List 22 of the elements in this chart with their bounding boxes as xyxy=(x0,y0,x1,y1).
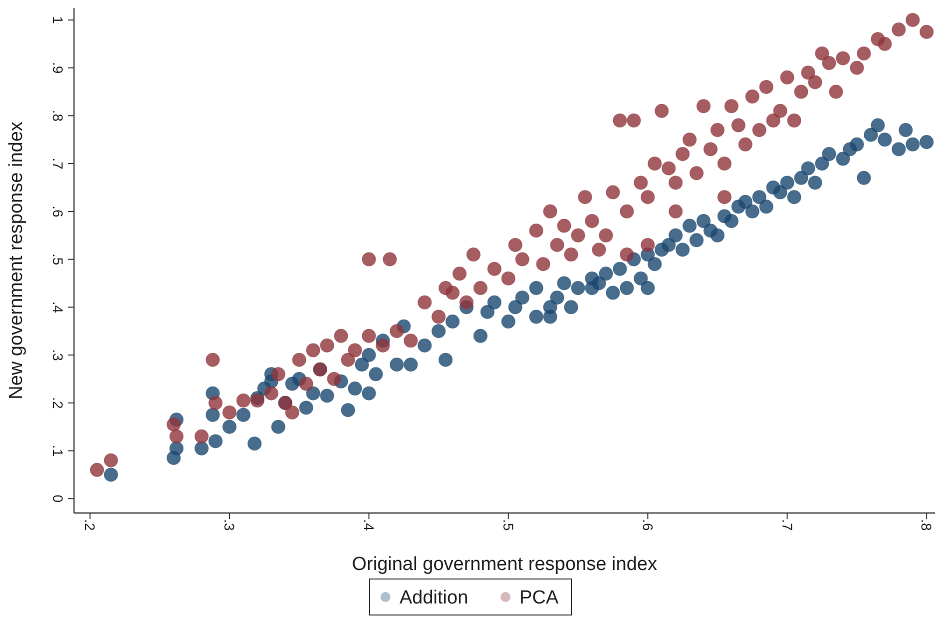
y-tick-label: .3 xyxy=(50,349,66,362)
x-tick-label: .4 xyxy=(361,519,377,532)
y-tick-label: .6 xyxy=(50,206,66,218)
x-axis-title: Original government response index xyxy=(352,554,658,575)
y-tick-label: .2 xyxy=(50,397,66,409)
x-tick-label: .7 xyxy=(779,519,796,532)
y-tick-label: 1 xyxy=(50,16,66,24)
y-tick-label: .8 xyxy=(50,110,66,122)
x-tick-label: .8 xyxy=(918,519,935,532)
x-tick-label: .6 xyxy=(640,519,656,532)
x-tick-label: .3 xyxy=(222,519,238,532)
y-axis-title: New government response index xyxy=(6,121,27,400)
y-tick-label: .1 xyxy=(50,444,66,457)
x-tick-label: .5 xyxy=(500,519,516,532)
x-tick-label: .2 xyxy=(82,519,98,532)
y-tick-label: .5 xyxy=(50,253,66,266)
y-tick-label: .7 xyxy=(50,158,66,170)
legend-label: Addition xyxy=(400,588,468,609)
y-tick-label: .4 xyxy=(50,301,66,314)
y-tick-label: 0 xyxy=(50,494,66,503)
legend-label: PCA xyxy=(520,588,559,609)
y-tick-label: .9 xyxy=(50,62,66,74)
